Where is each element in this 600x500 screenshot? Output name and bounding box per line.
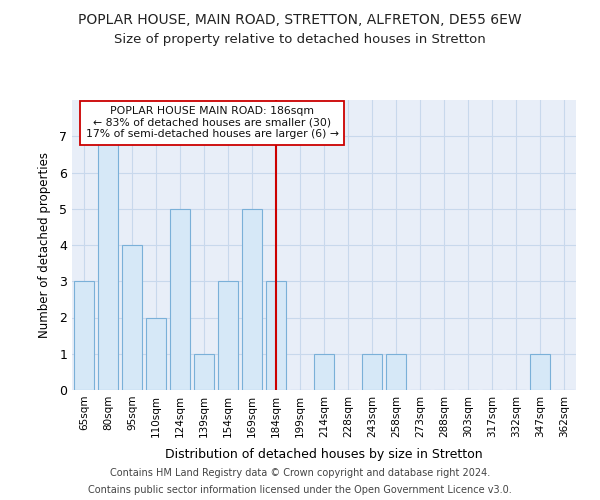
Text: POPLAR HOUSE, MAIN ROAD, STRETTON, ALFRETON, DE55 6EW: POPLAR HOUSE, MAIN ROAD, STRETTON, ALFRE… <box>78 12 522 26</box>
Bar <box>362 354 382 390</box>
Bar <box>194 354 214 390</box>
Bar <box>74 281 94 390</box>
Y-axis label: Number of detached properties: Number of detached properties <box>38 152 51 338</box>
Bar <box>98 136 118 390</box>
Text: Contains public sector information licensed under the Open Government Licence v3: Contains public sector information licen… <box>88 485 512 495</box>
Bar <box>266 281 286 390</box>
Bar <box>530 354 550 390</box>
Text: Contains HM Land Registry data © Crown copyright and database right 2024.: Contains HM Land Registry data © Crown c… <box>110 468 490 477</box>
Bar <box>218 281 238 390</box>
Bar <box>170 209 190 390</box>
Bar <box>386 354 406 390</box>
Text: Size of property relative to detached houses in Stretton: Size of property relative to detached ho… <box>114 32 486 46</box>
X-axis label: Distribution of detached houses by size in Stretton: Distribution of detached houses by size … <box>165 448 483 461</box>
Bar <box>122 245 142 390</box>
Bar <box>314 354 334 390</box>
Text: POPLAR HOUSE MAIN ROAD: 186sqm
← 83% of detached houses are smaller (30)
17% of : POPLAR HOUSE MAIN ROAD: 186sqm ← 83% of … <box>86 106 339 140</box>
Bar <box>242 209 262 390</box>
Bar <box>146 318 166 390</box>
